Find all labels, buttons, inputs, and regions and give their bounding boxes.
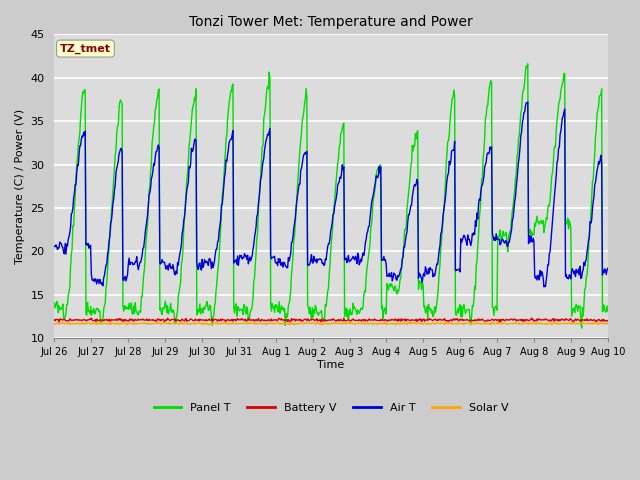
Legend: Panel T, Battery V, Air T, Solar V: Panel T, Battery V, Air T, Solar V bbox=[149, 399, 513, 418]
Title: Tonzi Tower Met: Temperature and Power: Tonzi Tower Met: Temperature and Power bbox=[189, 15, 473, 29]
Text: TZ_tmet: TZ_tmet bbox=[60, 44, 111, 54]
X-axis label: Time: Time bbox=[317, 360, 345, 370]
Y-axis label: Temperature (C) / Power (V): Temperature (C) / Power (V) bbox=[15, 109, 25, 264]
